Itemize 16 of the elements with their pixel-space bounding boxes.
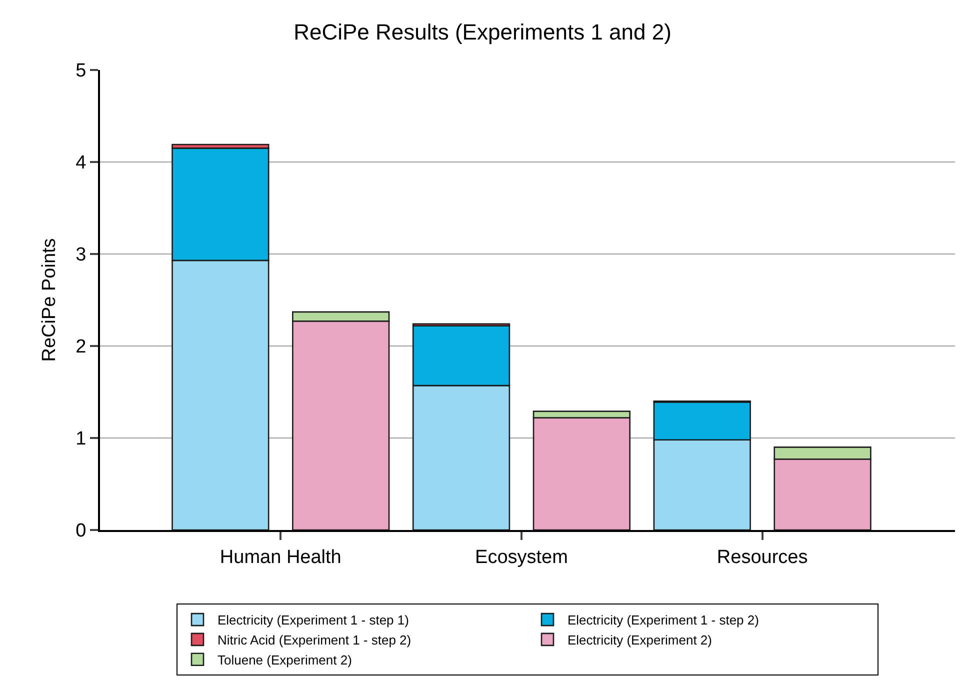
y-tick-label: 3 <box>76 244 86 266</box>
chart-title: ReCiPe Results (Experiments 1 and 2) <box>294 19 672 44</box>
legend-label: Nitric Acid (Experiment 1 - step 2) <box>218 632 412 648</box>
x-tick-label: Human Health <box>220 546 342 568</box>
y-tick-label: 2 <box>76 336 86 358</box>
y-tick-label: 4 <box>76 152 87 174</box>
legend-label: Electricity (Experiment 1 - step 2) <box>568 612 759 628</box>
x-tick-label: Resources <box>716 546 808 568</box>
x-tick-label: Ecosystem <box>475 546 568 568</box>
y-tick-label: 5 <box>76 60 86 82</box>
legend-label: Electricity (Experiment 1 - step 1) <box>218 612 409 628</box>
legend-label: Toluene (Experiment 2) <box>218 652 352 668</box>
legend-label: Electricity (Experiment 2) <box>568 632 712 648</box>
y-tick-label: 1 <box>76 428 86 450</box>
y-axis-title: ReCiPe Points <box>38 238 60 362</box>
y-tick-label: 0 <box>76 520 86 542</box>
